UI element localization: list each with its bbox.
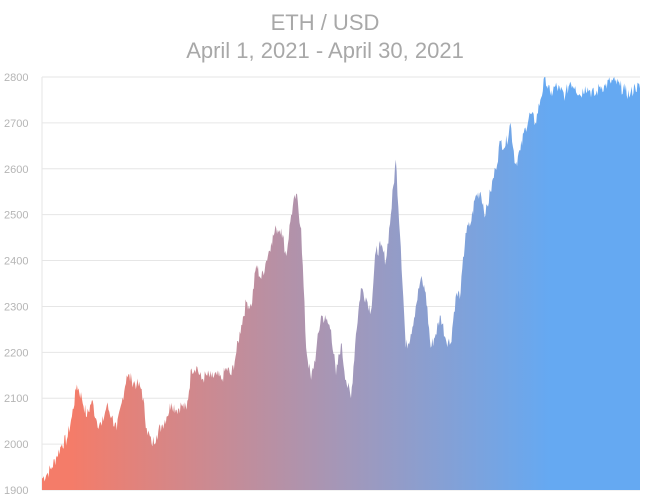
y-tick-label: 2200 <box>4 347 28 359</box>
y-tick-label: 2100 <box>4 393 28 405</box>
series-area <box>42 77 640 490</box>
y-tick-label: 2300 <box>4 301 28 313</box>
chart-title: ETH / USD <box>270 10 380 35</box>
y-tick-label: 2500 <box>4 210 28 222</box>
y-tick-label: 2700 <box>4 118 28 130</box>
y-tick-label: 1900 <box>4 485 28 497</box>
y-tick-label: 2400 <box>4 256 28 268</box>
y-tick-label: 2800 <box>4 72 28 84</box>
chart-subtitle: April 1, 2021 - April 30, 2021 <box>186 38 464 63</box>
y-tick-label: 2000 <box>4 439 28 451</box>
y-tick-label: 2600 <box>4 164 28 176</box>
y-axis: 1900 2000 2100 2200 2300 2400 2500 2600 2700 2800 <box>4 72 28 497</box>
price-area <box>42 77 640 490</box>
